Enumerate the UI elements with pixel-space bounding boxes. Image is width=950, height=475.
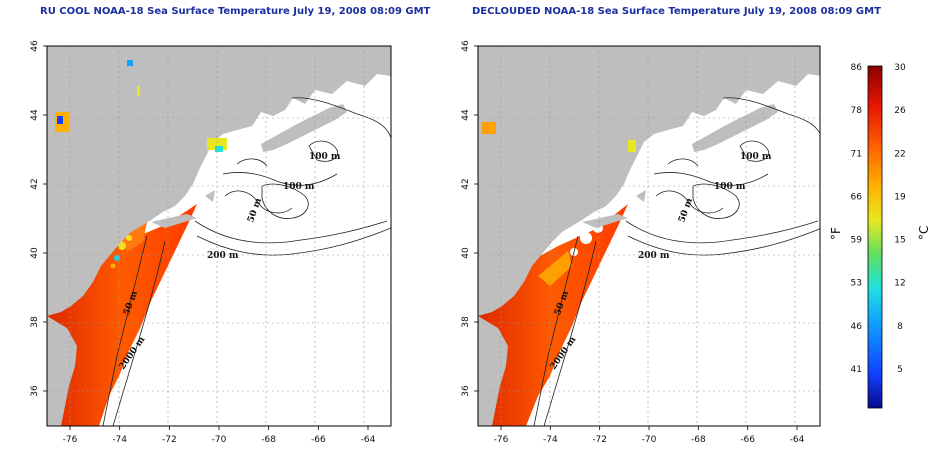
y-tick-label: 38 [461,316,471,328]
colorbar [867,65,883,409]
x-tick-label: -70 [642,435,657,445]
colorbar-unit-right: °C [917,226,931,240]
x-tick-label: -68 [691,435,706,445]
contour-label: 100 m [283,182,315,192]
x-tick-label: -72 [592,435,607,445]
colorbar-f-tick: 86 [851,63,863,73]
colorbar-c-tick: 30 [894,63,906,73]
colorbar-c-tick: 22 [894,149,905,159]
x-tick-label: -70 [212,435,227,445]
y-tick-label: 44 [30,109,40,121]
colorbar-c-tick: 5 [897,365,903,375]
contour-label: 100 m [309,152,341,162]
colorbar-f-tick: 71 [851,149,862,159]
colorbar-f-tick: 59 [851,236,863,246]
x-tick-label: -68 [261,435,276,445]
colorbar-c-tick: 12 [894,279,905,289]
x-tick-label: -76 [63,435,78,445]
y-tick-label: 44 [461,109,471,121]
contour-label: 100 m [714,182,746,192]
x-tick-label: -66 [311,435,326,445]
colorbar-f-tick: 41 [851,365,862,375]
sst-swath [478,204,628,426]
x-tick-label: -64 [790,435,805,445]
y-tick-label: 40 [461,247,471,259]
contour-label: 200 m [638,251,670,261]
x-tick-label: -74 [112,435,127,445]
sst-swath [47,204,197,426]
y-tick-label: 46 [30,40,40,52]
colorbar-f-tick: 53 [851,279,862,289]
right-sst-map: 100 m 100 m 50 m 200 m 50 m 2000 m [478,46,820,426]
left-panel-title: RU COOL NOAA-18 Sea Surface Temperature … [40,6,431,17]
x-tick-label: -74 [543,435,558,445]
x-tick-label: -64 [361,435,376,445]
x-tick-label: -66 [740,435,755,445]
y-tick-label: 36 [461,385,471,397]
left-sst-map: 100 m 100 m 50 m 200 m 50 m 2000 m [47,46,391,426]
y-tick-label: 46 [461,40,471,52]
y-tick-label: 42 [461,178,471,189]
x-tick-label: -72 [162,435,177,445]
colorbar-c-tick: 8 [897,322,903,332]
colorbar-c-tick: 19 [894,192,906,202]
colorbar-unit-left: °F [829,227,843,240]
colorbar-f-tick: 66 [851,192,863,202]
colorbar-f-tick: 78 [851,106,863,116]
x-tick-label: -76 [494,435,509,445]
colorbar-c-tick: 15 [894,236,905,246]
contour-label: 200 m [207,251,239,261]
colorbar-c-tick: 26 [894,106,906,116]
contour-label: 100 m [740,152,772,162]
y-tick-label: 36 [30,385,40,397]
y-tick-label: 38 [30,316,40,328]
right-panel-title: DECLOUDED NOAA-18 Sea Surface Temperatur… [472,6,881,17]
colorbar-f-tick: 46 [851,322,863,332]
y-tick-label: 40 [30,247,40,259]
y-tick-label: 42 [30,178,40,189]
